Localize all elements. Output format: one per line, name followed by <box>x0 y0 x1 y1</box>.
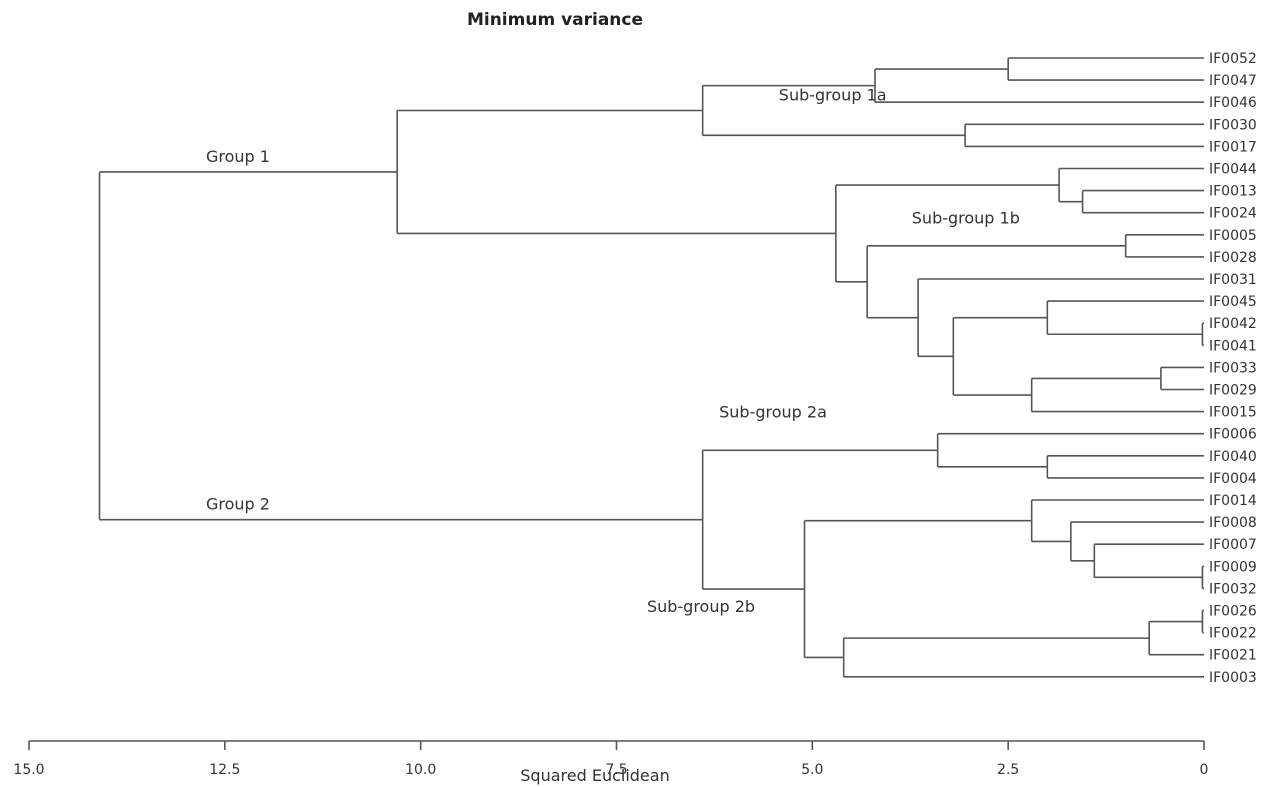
leaf-label-IF0046: IF0046 <box>1209 95 1257 111</box>
leaf-label-IF0029: IF0029 <box>1209 383 1257 399</box>
leaf-label-IF0033: IF0033 <box>1209 360 1257 376</box>
leaf-label-IF0032: IF0032 <box>1209 581 1257 597</box>
x-tick-label-2: 10.0 <box>405 762 436 778</box>
annotation-2: Sub-group 2b <box>647 597 755 616</box>
x-tick-label-4: 5.0 <box>801 762 823 778</box>
label-b11: Sub-group 1b <box>912 208 1020 227</box>
label-g2: Group 2 <box>206 495 270 514</box>
leaf-label-IF0040: IF0040 <box>1209 449 1257 465</box>
leaf-label-IF0009: IF0009 <box>1209 559 1257 575</box>
leaf-label-IF0042: IF0042 <box>1209 316 1257 332</box>
leaf-label-IF0013: IF0013 <box>1209 184 1257 200</box>
leaf-label-IF0015: IF0015 <box>1209 405 1257 421</box>
leaf-label-IF0030: IF0030 <box>1209 117 1257 133</box>
leaf-label-IF0003: IF0003 <box>1209 670 1257 686</box>
x-tick-label-0: 15.0 <box>13 762 44 778</box>
x-tick-label-1: 12.5 <box>209 762 240 778</box>
leaf-label-IF0028: IF0028 <box>1209 250 1257 266</box>
leaf-label-IF0021: IF0021 <box>1209 648 1257 664</box>
leaf-label-IF0047: IF0047 <box>1209 73 1257 89</box>
chart-title: Minimum variance <box>467 10 643 30</box>
x-tick-label-6: 0 <box>1200 762 1209 778</box>
x-tick-label-5: 2.5 <box>997 762 1019 778</box>
leaf-label-IF0005: IF0005 <box>1209 228 1257 244</box>
leaf-label-IF0017: IF0017 <box>1209 139 1257 155</box>
leaf-label-IF0007: IF0007 <box>1209 537 1257 553</box>
leaf-label-IF0041: IF0041 <box>1209 338 1257 354</box>
x-tick-label-3: 7.5 <box>605 762 627 778</box>
leaf-label-IF0026: IF0026 <box>1209 604 1257 620</box>
leaf-label-IF0006: IF0006 <box>1209 427 1257 443</box>
leaf-label-IF0004: IF0004 <box>1209 471 1257 487</box>
label-g1: Group 1 <box>206 147 270 166</box>
leaf-label-IF0022: IF0022 <box>1209 626 1257 642</box>
branches <box>98 57 1204 678</box>
leaf-label-IF0045: IF0045 <box>1209 294 1257 310</box>
leaf-labels: IF0052 IF0047 IF0046 IF0030 IF0017 IF0044 IF00… <box>1209 51 1257 686</box>
x-axis-title: Squared Euclidean <box>520 766 669 785</box>
annotation-1: Sub-group 2a <box>719 403 827 422</box>
group-labels: Sub-group 1a Sub-group 1b Group 1 Group 2 Su… <box>206 85 1020 616</box>
leaf-label-IF0024: IF0024 <box>1209 206 1257 222</box>
label-a4: Sub-group 1a <box>779 85 887 104</box>
leaf-label-IF0044: IF0044 <box>1209 162 1257 178</box>
leaf-label-IF0052: IF0052 <box>1209 51 1257 67</box>
leaf-label-IF0008: IF0008 <box>1209 515 1257 531</box>
x-axis: 15.0 12.5 10.0 7.5 5.0 2.5 0 <box>13 740 1209 778</box>
leaf-label-IF0014: IF0014 <box>1209 493 1257 509</box>
leaf-label-IF0031: IF0031 <box>1209 272 1257 288</box>
